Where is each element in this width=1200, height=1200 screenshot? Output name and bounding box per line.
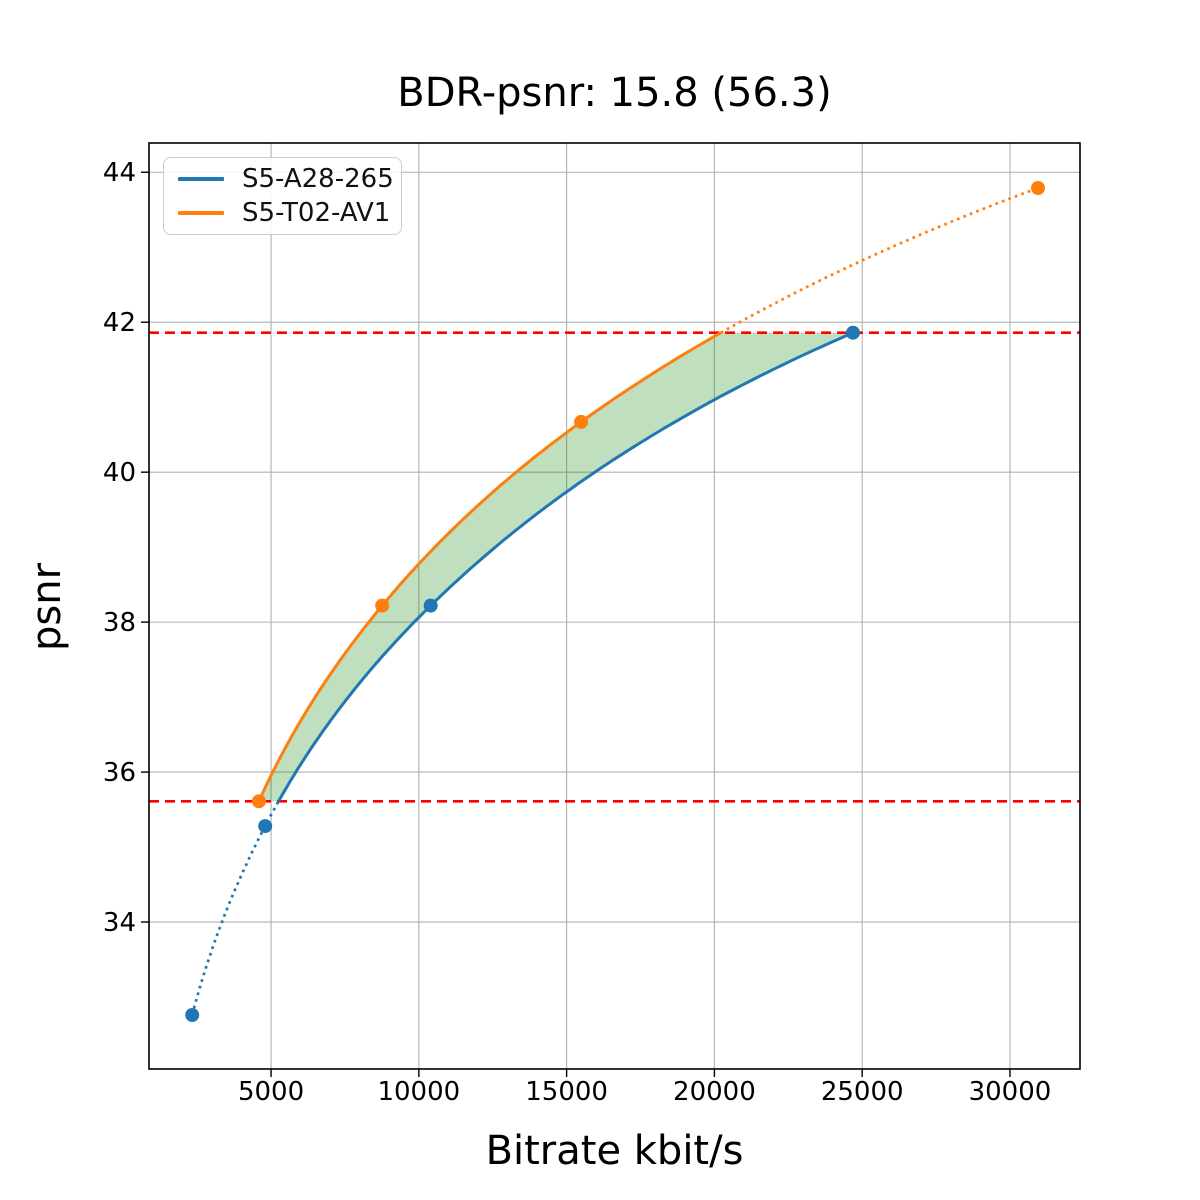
y-tick-label: 40 <box>103 458 136 488</box>
x-tick-label: 15000 <box>525 1077 608 1107</box>
x-tick-label: 25000 <box>821 1077 904 1107</box>
data-point-s5-a28-265 <box>423 598 438 613</box>
plot-frame <box>148 142 1081 1070</box>
data-point-s5-a28-265 <box>185 1008 200 1022</box>
data-point-s5-t02-av1 <box>574 414 589 429</box>
x-axis-label: Bitrate kbit/s <box>485 1128 744 1174</box>
legend-item-s5-a28-265: S5-A28-265 <box>178 162 401 196</box>
x-tick-label: 20000 <box>673 1077 756 1107</box>
y-tick-label: 44 <box>103 158 136 188</box>
y-tick-label: 34 <box>103 908 136 938</box>
data-point-s5-t02-av1 <box>1031 181 1045 195</box>
legend-label: S5-A28-265 <box>242 164 394 194</box>
y-tick-label: 36 <box>103 758 136 788</box>
x-tick-label: 5000 <box>238 1077 304 1107</box>
series-curve-s5-t02-av1 <box>257 331 722 802</box>
series-curve-dotted-s5-a28-265 <box>190 800 280 1016</box>
data-point-s5-a28-265 <box>258 819 273 834</box>
data-point-s5-a28-265 <box>846 325 860 340</box>
y-tick-label: 42 <box>103 308 136 338</box>
legend-line-swatch-orange <box>178 211 224 215</box>
legend-label: S5-T02-AV1 <box>242 198 391 228</box>
legend-item-s5-t02-av1: S5-T02-AV1 <box>178 196 401 230</box>
legend-line-swatch-blue <box>178 177 224 181</box>
series-curve-s5-a28-265 <box>277 331 854 803</box>
chart-title: BDR-psnr: 15.8 (56.3) <box>397 70 832 116</box>
bd-shaded-region <box>258 332 853 802</box>
legend: S5-A28-265 S5-T02-AV1 <box>163 157 402 235</box>
data-point-s5-t02-av1 <box>251 794 266 809</box>
x-tick-label: 10000 <box>377 1077 460 1107</box>
series-curve-dotted-s5-t02-av1 <box>720 186 1039 334</box>
x-tick-label: 30000 <box>969 1077 1052 1107</box>
data-point-s5-t02-av1 <box>375 598 390 613</box>
y-tick-label: 38 <box>103 608 136 638</box>
